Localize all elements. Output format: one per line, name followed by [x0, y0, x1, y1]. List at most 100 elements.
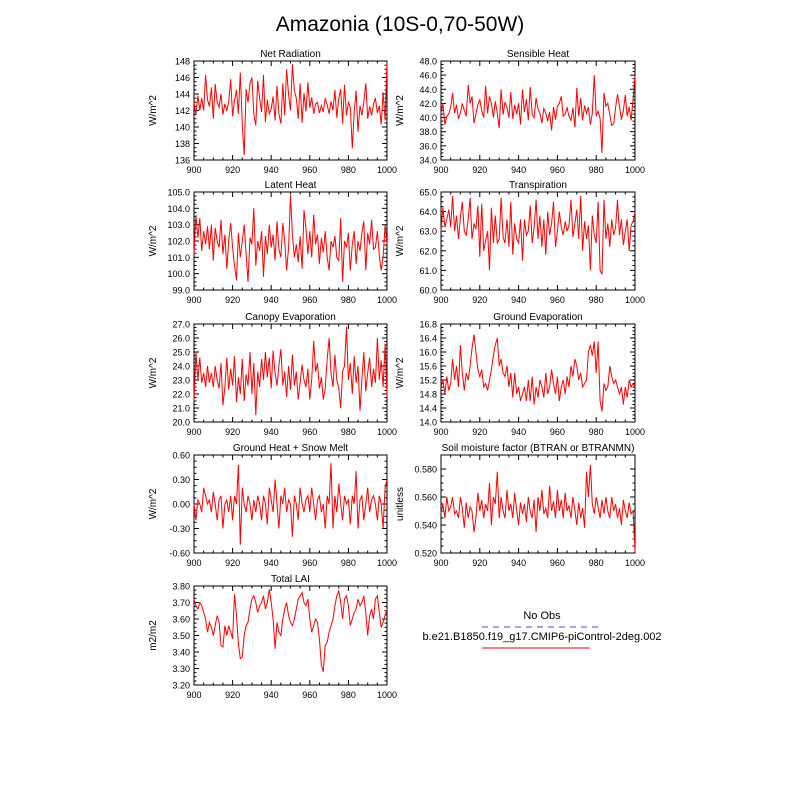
panel-5: Canopy Evaporation W/m^2 20.0 21.0 22.0 23.0 2…: [148, 312, 397, 437]
x-tick-label: 920: [225, 558, 240, 568]
y-tick-label: 40.0: [419, 113, 437, 123]
y-tick-label: 136: [175, 156, 190, 166]
panel-8: Soil moisture factor (BTRAN or BTRANMN) u…: [395, 443, 645, 568]
y-tick-label: 99.0: [172, 286, 190, 296]
panel-title: Canopy Evaporation: [245, 312, 336, 323]
x-tick-label: 960: [302, 690, 317, 700]
x-tick-label: 900: [186, 165, 201, 175]
y-tick-label: 21.0: [172, 404, 190, 414]
y-tick-label: 34.0: [419, 156, 437, 166]
panel-title: Ground Heat + Snow Melt: [233, 443, 349, 454]
x-tick-label: 980: [341, 295, 356, 305]
x-tick-label: 900: [186, 295, 201, 305]
x-tick-label: 1000: [625, 558, 645, 568]
x-tick-label: 1000: [377, 165, 397, 175]
x-tick-label: 1000: [625, 165, 645, 175]
y-tick-label: 0.560: [414, 493, 437, 503]
panel-6: Ground Evaporation W/m^2 14.0 14.4 14.8 15.2 1…: [395, 312, 645, 437]
x-tick-label: 920: [225, 295, 240, 305]
y-tick-label: 36.0: [419, 141, 437, 151]
series-line: [193, 62, 388, 156]
y-tick-label: 146: [175, 73, 190, 83]
x-tick-label: 980: [341, 427, 356, 437]
x-tick-label: 940: [511, 165, 526, 175]
y-tick-label: 3.30: [172, 664, 190, 674]
x-tick-label: 940: [511, 295, 526, 305]
y-tick-label: 27.0: [172, 320, 190, 330]
x-tick-label: 980: [341, 165, 356, 175]
panel-4: Transpiration W/m^2 60.0 61.0 62.0 63.0 64.0 65…: [395, 180, 645, 305]
x-tick-label: 940: [264, 427, 279, 437]
x-tick-label: 1000: [377, 427, 397, 437]
x-tick-label: 960: [550, 295, 565, 305]
x-tick-label: 960: [550, 427, 565, 437]
y-axis-label: W/m^2: [148, 225, 159, 256]
panel-title: Net Radiation: [260, 49, 321, 60]
y-axis-label: W/m^2: [395, 225, 406, 256]
x-tick-label: 920: [225, 427, 240, 437]
x-tick-label: 960: [302, 165, 317, 175]
x-tick-label: 1000: [377, 690, 397, 700]
x-tick-label: 980: [341, 690, 356, 700]
panel-title: Sensible Heat: [507, 49, 569, 60]
y-tick-label: 0.520: [414, 549, 437, 559]
y-tick-label: 16.0: [419, 348, 437, 358]
y-tick-label: 20.0: [172, 418, 190, 428]
y-tick-label: 0.540: [414, 521, 437, 531]
y-tick-label: 0.580: [414, 465, 437, 475]
x-tick-label: 940: [264, 690, 279, 700]
y-tick-label: 23.0: [172, 376, 190, 386]
y-tick-label: 144: [175, 90, 190, 100]
y-tick-label: 138: [175, 139, 190, 149]
y-tick-label: 63.0: [419, 227, 437, 237]
panel-2: Sensible Heat W/m^2 34.0 36.0 38.0 40.0 42.0 44…: [395, 49, 645, 175]
figure-title: Amazonia (10S-0,70-50W): [276, 13, 525, 36]
x-tick-label: 1000: [625, 295, 645, 305]
y-axis-label: unitless: [395, 487, 406, 521]
panel-title: Soil moisture factor (BTRAN or BTRANMN): [442, 443, 635, 454]
y-tick-label: 64.0: [419, 207, 437, 217]
y-tick-label: 0.30: [172, 475, 190, 485]
x-tick-label: 980: [589, 558, 604, 568]
x-tick-label: 920: [472, 295, 487, 305]
y-tick-label: 61.0: [419, 266, 437, 276]
y-tick-label: 0.00: [172, 500, 190, 510]
series-line: [193, 195, 388, 282]
x-tick-label: 940: [264, 558, 279, 568]
y-tick-label: 105.0: [167, 188, 190, 198]
y-tick-label: -0.60: [169, 549, 190, 559]
x-tick-label: 920: [472, 558, 487, 568]
y-tick-label: 16.8: [419, 320, 437, 330]
panel-title: Total LAI: [271, 574, 310, 585]
x-tick-label: 940: [264, 165, 279, 175]
x-tick-label: 960: [302, 427, 317, 437]
y-tick-label: 104.0: [167, 204, 190, 214]
x-tick-label: 920: [225, 165, 240, 175]
y-tick-label: 0.60: [172, 451, 190, 461]
panel-title: Ground Evaporation: [493, 312, 583, 323]
y-tick-label: 24.0: [172, 362, 190, 372]
y-axis-label: m2/m2: [148, 620, 159, 651]
y-tick-label: 38.0: [419, 127, 437, 137]
y-tick-label: 15.6: [419, 362, 437, 372]
y-tick-label: 102.0: [167, 237, 190, 247]
y-axis-label: W/m^2: [148, 95, 159, 126]
x-tick-label: 900: [433, 165, 448, 175]
y-tick-label: 3.70: [172, 598, 190, 608]
y-tick-label: 22.0: [172, 390, 190, 400]
x-tick-label: 980: [589, 427, 604, 437]
panel-7: Ground Heat + Snow Melt W/m^2 -0.60 -0.30 0.…: [148, 443, 397, 568]
y-tick-label: 3.60: [172, 615, 190, 625]
x-tick-label: 900: [433, 558, 448, 568]
legend-model-label: b.e21.B1850.f19_g17.CMIP6-piControl-2deg…: [422, 631, 661, 643]
y-tick-label: 100.0: [167, 269, 190, 279]
series-line: [193, 463, 388, 545]
x-tick-label: 980: [589, 165, 604, 175]
y-tick-label: 14.0: [419, 418, 437, 428]
y-axis-label: W/m^2: [148, 357, 159, 388]
series-line: [193, 589, 388, 672]
panel-9: Total LAI m2/m2 3.20 3.30 3.40 3.50 3.60 3.70 3.…: [148, 574, 397, 700]
y-tick-label: 14.4: [419, 404, 437, 414]
y-tick-label: 148: [175, 57, 190, 67]
